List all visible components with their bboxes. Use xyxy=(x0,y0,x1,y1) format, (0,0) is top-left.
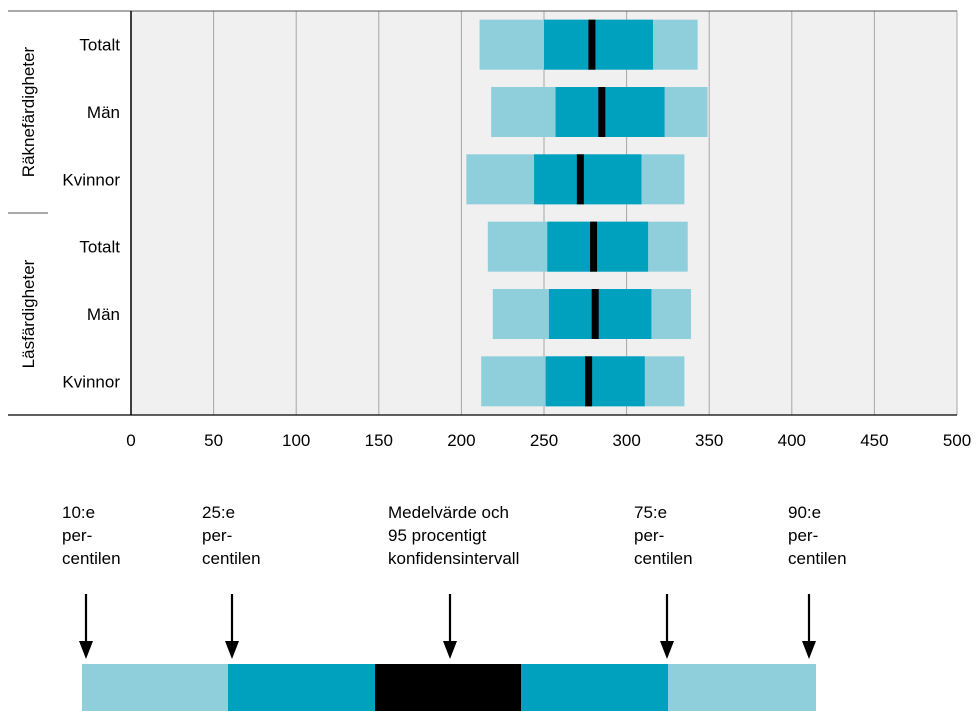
legend-arrow xyxy=(79,594,93,659)
group-label: Läsfärdigheter xyxy=(19,259,38,368)
x-tick-label: 500 xyxy=(943,431,971,450)
legend-label: per- xyxy=(788,526,818,545)
legend-label: per- xyxy=(202,526,232,545)
bar-row xyxy=(492,289,692,339)
bar-row xyxy=(487,221,688,272)
legend-label: centilen xyxy=(202,549,261,568)
bars xyxy=(466,19,708,407)
row-label: Kvinnor xyxy=(62,170,120,189)
grid-lines xyxy=(213,11,958,415)
x-tick-label: 450 xyxy=(860,431,888,450)
legend-label: 95 procentigt xyxy=(388,526,487,545)
x-tick-label: 150 xyxy=(365,431,393,450)
legend-segment xyxy=(521,664,668,711)
bar-row xyxy=(466,154,685,205)
legend-segment xyxy=(228,664,375,711)
bar-row xyxy=(491,87,708,137)
bar-p25-p75 xyxy=(548,289,652,339)
legend-label: 10:e xyxy=(62,503,95,522)
legend-segment xyxy=(668,664,816,711)
bar-mean-ci xyxy=(590,221,598,272)
legend-label: per- xyxy=(634,526,664,545)
axes xyxy=(8,10,957,416)
bar-row xyxy=(481,356,685,407)
bar-row xyxy=(479,19,698,70)
x-tick-label: 300 xyxy=(612,431,640,450)
bar-p25-p75 xyxy=(555,87,665,137)
x-tick-label: 350 xyxy=(695,431,723,450)
row-label: Totalt xyxy=(79,36,120,55)
group-labels: Räknefärdigheter Läsfärdigheter xyxy=(19,46,38,368)
bar-mean-ci xyxy=(598,87,606,137)
x-tick-label: 100 xyxy=(282,431,310,450)
legend-arrow xyxy=(225,594,239,659)
legend-arrow xyxy=(660,594,674,659)
legend-label: 90:e xyxy=(788,503,821,522)
bar-mean-ci xyxy=(585,356,593,407)
legend-label: Medelvärde och xyxy=(388,503,509,522)
legend-label: 25:e xyxy=(202,503,235,522)
row-label: Kvinnor xyxy=(62,372,120,391)
x-tick-label: 50 xyxy=(204,431,223,450)
x-tick-label: 400 xyxy=(778,431,806,450)
x-tick-label: 200 xyxy=(447,431,475,450)
legend-label: centilen xyxy=(634,549,693,568)
bar-p25-p75 xyxy=(545,356,645,407)
bar-mean-ci xyxy=(591,289,599,339)
group-label: Räknefärdigheter xyxy=(19,46,38,177)
legend-segment xyxy=(82,664,228,711)
row-label: Män xyxy=(87,103,120,122)
row-labels: Totalt Män Kvinnor Totalt Män Kvinnor xyxy=(62,36,120,392)
bar-p25-p75 xyxy=(544,19,654,70)
bar-mean-ci xyxy=(588,19,596,70)
legend: 10:e per-centilen 25:e per-centilen Medelvär… xyxy=(62,503,847,711)
row-label: Män xyxy=(87,305,120,324)
x-tick-labels: 0 50 100 150 200 250 300 350 400 450 500 xyxy=(126,431,971,450)
bar-p25-p75 xyxy=(547,221,649,272)
row-label: Totalt xyxy=(79,238,120,257)
bar-p25-p75 xyxy=(534,154,642,205)
legend-segment xyxy=(375,664,521,711)
legend-label: per- xyxy=(62,526,92,545)
x-tick-label: 0 xyxy=(126,431,135,450)
legend-arrow xyxy=(443,594,457,659)
legend-arrow xyxy=(802,594,816,659)
bar-mean-ci xyxy=(576,154,584,205)
legend-label: centilen xyxy=(788,549,847,568)
legend-label: centilen xyxy=(62,549,121,568)
legend-label: 75:e xyxy=(634,503,667,522)
legend-label: konfidensintervall xyxy=(388,549,519,568)
x-tick-label: 250 xyxy=(530,431,558,450)
